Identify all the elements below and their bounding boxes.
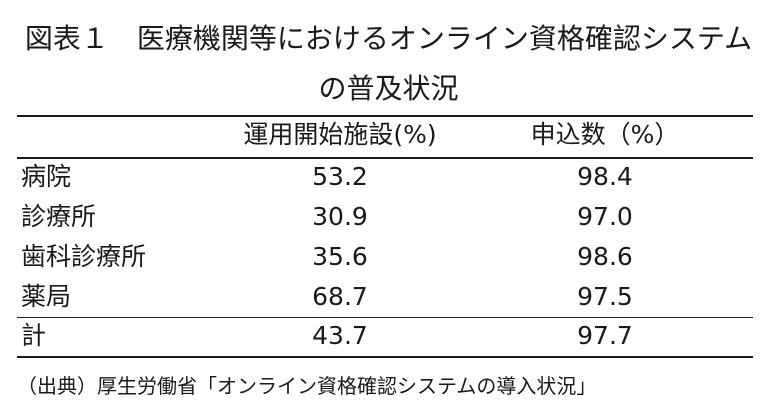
- total-operational-value: 43.7: [312, 321, 368, 350]
- applications-value: 98.6: [577, 242, 633, 271]
- row-label: 病院: [21, 162, 72, 191]
- row-label: 歯科診療所: [21, 242, 147, 271]
- applications-value: 97.0: [577, 202, 633, 231]
- total-applications-value: 97.7: [577, 321, 633, 350]
- total-rule: [17, 317, 753, 318]
- header-rule: [17, 157, 753, 159]
- row-label: 診療所: [21, 202, 97, 231]
- title-line-2: の普及状況: [318, 72, 459, 105]
- operational-value: 68.7: [312, 282, 368, 311]
- header-applications: 申込数（%）: [530, 120, 680, 149]
- header-operational: 運用開始施設(%): [243, 120, 437, 149]
- applications-value: 97.5: [577, 282, 633, 311]
- source-note: （出典）厚生労働省「オンライン資格確認システムの導入状況」: [17, 374, 597, 398]
- table-top-rule: [17, 115, 753, 117]
- operational-value: 53.2: [312, 162, 368, 191]
- row-label: 薬局: [21, 282, 72, 311]
- operational-value: 30.9: [312, 202, 368, 231]
- applications-value: 98.4: [577, 162, 633, 191]
- total-label: 計: [21, 321, 47, 350]
- table-bottom-rule: [17, 356, 753, 358]
- title-line-1: 図表１ 医療機関等におけるオンライン資格確認システム: [24, 22, 753, 55]
- operational-value: 35.6: [312, 242, 368, 271]
